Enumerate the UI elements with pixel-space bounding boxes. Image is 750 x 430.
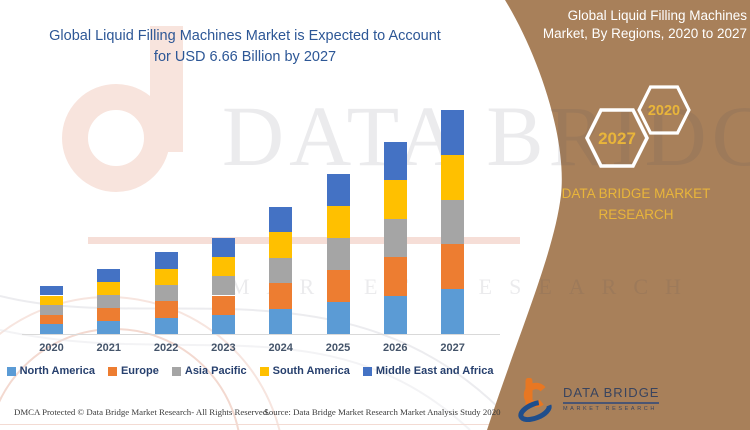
x-axis-label-2025: 2025 bbox=[325, 342, 351, 354]
chart-title-line1: Global Liquid Filling Machines Market is… bbox=[49, 28, 441, 44]
legend-label: South America bbox=[272, 365, 350, 377]
bar-segment-2025-asia-pacific bbox=[326, 238, 350, 270]
bar-segment-2023-north-america bbox=[211, 314, 235, 334]
chart-title-line2: for USD 6.66 Billion by 2027 bbox=[153, 49, 337, 66]
legend-swatch bbox=[107, 366, 117, 376]
bar-segment-2022-europe bbox=[154, 301, 178, 318]
hexagon-2027-label: 2027 bbox=[598, 129, 636, 148]
legend-item-north-america: North America bbox=[6, 365, 95, 377]
bar-segment-2021-asia-pacific bbox=[97, 295, 121, 309]
data-bridge-logo-icon bbox=[518, 378, 552, 422]
footer-dmca-text: DMCA Protected © Data Bridge Market Rese… bbox=[14, 407, 270, 417]
bar-segment-2023-europe bbox=[211, 295, 235, 315]
bar-segment-2020-middle-east-and-africa bbox=[40, 285, 63, 296]
bar-segment-2026-asia-pacific bbox=[383, 218, 407, 258]
bar-segment-2025-europe bbox=[326, 270, 350, 302]
bar-segment-2024-europe bbox=[269, 283, 293, 309]
logo-subtitle: MARKET RESEARCH bbox=[563, 406, 657, 412]
legend-item-middle-east-and-africa: Middle East and Africa bbox=[362, 365, 494, 377]
bar-segment-2026-middle-east-and-africa bbox=[383, 142, 407, 181]
brand-text-line2: RESEARCH bbox=[598, 206, 674, 222]
bar-segment-2022-south-america bbox=[154, 268, 178, 285]
sidebar-heading: Global Liquid Filling Machines Market, B… bbox=[515, 7, 750, 43]
bar-segment-2027-north-america bbox=[441, 289, 465, 334]
bar-segment-2023-south-america bbox=[211, 257, 235, 277]
chart-title: Global Liquid Filling Machines Market is… bbox=[25, 26, 465, 68]
bar-segment-2021-europe bbox=[97, 308, 121, 321]
x-axis-line bbox=[22, 334, 500, 335]
x-axis-label-2020: 2020 bbox=[39, 342, 64, 354]
bar-segment-2022-asia-pacific bbox=[154, 285, 178, 302]
bar-segment-2027-asia-pacific bbox=[441, 199, 465, 245]
x-axis-label-2024: 2024 bbox=[268, 342, 293, 354]
footer-source-text: Source: Data Bridge Market Research Mark… bbox=[264, 407, 501, 417]
bar-segment-2022-middle-east-and-africa bbox=[154, 252, 178, 269]
legend-swatch bbox=[6, 366, 16, 376]
bar-segment-2027-europe bbox=[441, 244, 465, 290]
bar-segment-2020-europe bbox=[40, 314, 63, 325]
bar-segment-2024-north-america bbox=[269, 308, 293, 334]
x-axis-label-2022: 2022 bbox=[153, 342, 179, 354]
bar-segment-2026-europe bbox=[383, 257, 407, 296]
bar-segment-2027-middle-east-and-africa bbox=[441, 110, 465, 155]
bar-segment-2024-asia-pacific bbox=[269, 257, 293, 284]
footer-divider bbox=[0, 424, 520, 425]
x-axis-label-2026: 2026 bbox=[383, 342, 408, 354]
legend-label: Middle East and Africa bbox=[375, 365, 494, 377]
bar-segment-2026-south-america bbox=[383, 180, 407, 219]
bar-segment-2021-south-america bbox=[97, 282, 121, 296]
bar-segment-2024-south-america bbox=[269, 232, 293, 258]
legend-swatch bbox=[259, 366, 269, 376]
brand-text-line1: DATA BRIDGE MARKET bbox=[561, 186, 711, 201]
bar-segment-2020-asia-pacific bbox=[40, 305, 63, 315]
bar-segment-2023-middle-east-and-africa bbox=[211, 237, 235, 257]
hexagon-2027: 2027 bbox=[584, 108, 650, 173]
hexagon-2020-label: 2020 bbox=[648, 103, 680, 119]
brand-text: DATA BRIDGE MARKET RESEARCH bbox=[525, 184, 747, 226]
legend-label: Asia Pacific bbox=[184, 365, 247, 377]
legend-label: North America bbox=[19, 365, 95, 377]
bar-segment-2022-north-america bbox=[154, 317, 178, 334]
x-axis-label-2023: 2023 bbox=[211, 342, 236, 354]
sidebar-heading-line2: Market, By Regions, 2020 to 2027 bbox=[542, 26, 747, 42]
sidebar-heading-line1: Global Liquid Filling Machines bbox=[567, 8, 747, 23]
hexagon-2020: 2020 bbox=[637, 85, 691, 140]
bar-segment-2027-south-america bbox=[441, 154, 465, 200]
legend-label: Europe bbox=[120, 365, 159, 377]
data-bridge-logo: DATA BRIDGE MARKET RESEARCH bbox=[517, 378, 660, 422]
logo-text: DATA BRIDGE MARKET RESEARCH bbox=[563, 385, 660, 412]
bar-segment-2025-south-america bbox=[326, 205, 350, 238]
bar-segment-2025-middle-east-and-africa bbox=[326, 173, 350, 206]
legend-item-europe: Europe bbox=[107, 365, 159, 377]
bar-segment-2021-middle-east-and-africa bbox=[97, 269, 121, 283]
logo-name: DATA BRIDGE bbox=[563, 385, 660, 404]
x-axis-label-2021: 2021 bbox=[96, 342, 122, 354]
bar-segment-2020-north-america bbox=[40, 324, 63, 334]
legend-item-south-america: South America bbox=[259, 365, 350, 377]
legend: North America Europe Asia Pacific South Ame… bbox=[6, 365, 493, 377]
legend-swatch bbox=[171, 366, 181, 376]
legend-swatch bbox=[362, 366, 372, 376]
x-axis-label-2027: 2027 bbox=[440, 342, 465, 354]
bar-segment-2026-north-america bbox=[383, 295, 407, 334]
bar-segment-2025-north-america bbox=[326, 302, 350, 334]
legend-item-asia-pacific: Asia Pacific bbox=[171, 365, 247, 377]
bar-segment-2023-asia-pacific bbox=[211, 276, 235, 296]
bar-segment-2020-south-america bbox=[40, 295, 63, 306]
bar-segment-2024-middle-east-and-africa bbox=[269, 206, 293, 233]
bar-segment-2021-north-america bbox=[97, 321, 121, 334]
